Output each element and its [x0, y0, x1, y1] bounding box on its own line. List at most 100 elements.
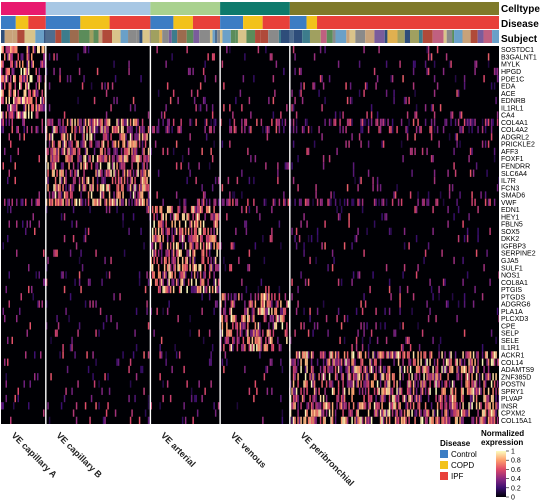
heatmap-cell	[230, 264, 233, 272]
heatmap-cell	[271, 358, 273, 366]
heatmap-cell	[474, 60, 476, 68]
heatmap-cell	[248, 125, 251, 134]
gene-label: SELP	[501, 331, 519, 338]
heatmap-cell	[208, 249, 211, 257]
heatmap-cell	[412, 118, 415, 126]
heatmap-cell	[483, 365, 485, 374]
heatmap-cell	[131, 125, 133, 134]
celltype-axis-label: VE arterial	[159, 430, 198, 469]
heatmap-cell	[154, 235, 157, 243]
heatmap-cell	[171, 235, 173, 243]
heatmap-cell	[400, 409, 403, 417]
heatmap-cell	[104, 147, 106, 156]
heatmap-cell	[138, 191, 141, 199]
heatmap-cell	[348, 140, 350, 148]
heatmap-cell	[160, 205, 163, 214]
heatmap-cell	[14, 89, 16, 97]
heatmap-cell	[453, 394, 455, 403]
heatmap-cell	[31, 104, 33, 112]
heatmap-cell	[312, 82, 314, 90]
heatmap-cell	[298, 235, 301, 243]
heatmap-cell	[378, 387, 380, 395]
heatmap-cell	[22, 60, 24, 68]
heatmap-cell	[348, 380, 350, 388]
heatmap-cell	[137, 191, 139, 199]
heatmap-cell	[417, 365, 419, 374]
heatmap-cell	[310, 409, 313, 417]
heatmap-cell	[187, 147, 190, 156]
heatmap-cell	[420, 416, 422, 424]
heatmap-cell	[153, 329, 155, 337]
heatmap-cell	[414, 394, 416, 403]
heatmap-cell	[104, 169, 106, 177]
heatmap-cell	[41, 96, 43, 105]
heatmap-cell	[193, 220, 196, 228]
heatmap-cell	[60, 271, 63, 279]
heatmap-cell	[396, 184, 398, 192]
heatmap-cell	[226, 358, 228, 366]
heatmap-cell	[75, 416, 78, 424]
heatmap-cell	[454, 416, 457, 424]
heatmap-cell	[19, 75, 21, 83]
heatmap-cell	[291, 293, 293, 301]
subject-bar	[397, 30, 405, 43]
heatmap-cell	[80, 198, 82, 206]
heatmap-cell	[25, 104, 27, 112]
heatmap-cell	[101, 191, 103, 199]
heatmap-cell	[281, 409, 284, 417]
heatmap-cell	[208, 235, 211, 243]
heatmap-cell	[442, 416, 445, 424]
heatmap-cell	[126, 184, 129, 192]
heatmap-cell	[162, 227, 164, 235]
heatmap-cell	[84, 147, 87, 156]
heatmap-cell	[439, 191, 442, 199]
heatmap-cell	[116, 184, 118, 192]
heatmap-cell	[361, 373, 364, 381]
heatmap-cell	[232, 314, 234, 323]
heatmap-cell	[205, 285, 208, 294]
heatmap-cell	[54, 155, 57, 163]
heatmap-cell	[122, 351, 124, 359]
heatmap-cell	[171, 227, 173, 235]
heatmap-cell	[213, 278, 215, 286]
heatmap-cell	[229, 344, 231, 352]
heatmap-cell	[447, 220, 449, 228]
heatmap-cell	[196, 271, 199, 279]
heatmap-cell	[1, 67, 3, 76]
heatmap-cell	[427, 394, 430, 403]
heatmap-cell	[248, 387, 251, 395]
heatmap-cell	[41, 89, 43, 97]
heatmap-cell	[364, 351, 367, 359]
heatmap-cell	[223, 82, 225, 90]
heatmap-cell	[424, 249, 427, 257]
heatmap-cell	[441, 365, 443, 374]
heatmap-cell	[244, 344, 246, 352]
heatmap-cell	[56, 198, 58, 206]
heatmap-cell	[391, 387, 394, 395]
heatmap-cell	[342, 380, 344, 388]
heatmap-cell	[245, 118, 248, 126]
heatmap-cell	[196, 409, 199, 417]
heatmap-cell	[84, 235, 87, 243]
heatmap-cell	[181, 242, 184, 250]
heatmap-cell	[51, 169, 54, 177]
heatmap-cell	[405, 416, 407, 424]
heatmap-cell	[399, 293, 401, 301]
heatmap-cell	[463, 300, 466, 308]
annotation-label-subject: Subject	[501, 34, 538, 45]
heatmap-cell	[2, 60, 4, 68]
heatmap-cell	[69, 169, 72, 177]
subject-bar	[289, 30, 294, 43]
heatmap-cell	[80, 155, 82, 163]
heatmap-cell	[78, 155, 81, 163]
heatmap-cell	[241, 169, 243, 177]
heatmap-cell	[366, 82, 368, 90]
heatmap-cell	[101, 82, 103, 90]
heatmap-cell	[99, 125, 102, 134]
heatmap-cell	[478, 416, 481, 424]
gene-label: SPRY1	[501, 389, 524, 396]
heatmap-cell	[384, 307, 386, 315]
heatmap-cell	[95, 162, 97, 170]
heatmap-cell	[50, 162, 52, 170]
heatmap-cell	[444, 409, 446, 417]
